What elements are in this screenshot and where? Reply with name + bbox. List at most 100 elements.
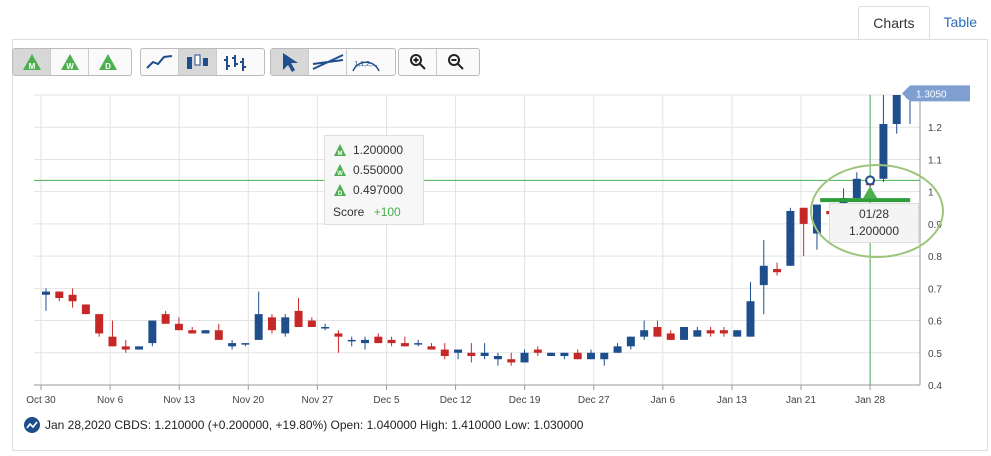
last-price-label: 1.3050 <box>916 89 947 100</box>
pointer-tool-button[interactable] <box>271 49 309 75</box>
daily-signal-button[interactable]: D <box>89 49 127 75</box>
candle-body <box>892 95 901 124</box>
tab-charts[interactable]: Charts <box>858 6 930 40</box>
zoom-in-button[interactable] <box>399 49 437 75</box>
line-chart-button[interactable] <box>141 49 179 75</box>
y-tick-label: 0.4 <box>928 381 942 392</box>
candle-body <box>640 330 649 337</box>
x-tick-label: Nov 20 <box>232 395 264 406</box>
svg-text:D: D <box>105 62 111 71</box>
monthly-signal-icon: M <box>22 54 41 71</box>
x-tick-label: Oct 30 <box>26 395 56 406</box>
candle-body <box>201 330 210 334</box>
candle-body <box>799 207 808 224</box>
candlestick-chart-icon <box>186 54 208 69</box>
candle-body <box>733 330 742 337</box>
tooltip-row-weekly: W 0.550000 <box>333 163 403 177</box>
candle-body <box>440 349 449 356</box>
candles <box>42 95 914 366</box>
y-tick-label: 1.2 <box>928 123 942 134</box>
x-tick-label: Jan 13 <box>717 395 747 406</box>
trendline-icon <box>312 54 343 70</box>
candle-body <box>81 304 90 315</box>
candle-body <box>267 317 276 331</box>
y-tick-label: 0.7 <box>928 284 942 295</box>
svg-text:M: M <box>28 62 35 71</box>
candle-body <box>121 346 130 350</box>
score-label: Score <box>333 205 365 219</box>
zoom-out-button[interactable] <box>437 49 475 75</box>
svg-text:M: M <box>338 151 343 157</box>
candle-body <box>626 336 635 347</box>
drawing-group: 1,1,2,... <box>270 48 396 76</box>
candlestick-chart-button[interactable] <box>179 49 217 75</box>
svg-text:W: W <box>337 171 343 177</box>
x-tick-label: Dec 5 <box>373 395 400 406</box>
last-price-tag: 1.3050 <box>902 85 970 102</box>
candle-body <box>759 265 768 286</box>
candle-body <box>188 330 197 334</box>
fibonacci-icon: 1,1,2,... <box>352 61 380 72</box>
candle-body <box>135 346 144 350</box>
candle-body <box>666 333 675 340</box>
weekly-signal-button[interactable]: W <box>51 49 89 75</box>
candle-body <box>560 352 569 356</box>
quote-summary: Jan 28,2020 CBDS: 1.210000 (+0.200000, +… <box>24 417 583 433</box>
svg-text:1,1,2,...: 1,1,2,... <box>354 61 377 68</box>
line-chart-icon <box>145 55 172 69</box>
candle-body <box>493 356 502 360</box>
candle-body <box>533 349 542 353</box>
candle-body <box>693 330 702 337</box>
candle-body <box>414 343 423 345</box>
candle-body <box>507 359 516 363</box>
candle-body <box>520 352 529 363</box>
tooltip-row-monthly: M 1.200000 <box>333 143 403 157</box>
y-tick-label: 0.5 <box>928 349 942 360</box>
candle-body <box>254 314 263 340</box>
x-tick-label: Nov 6 <box>97 395 124 406</box>
arrow-cursor-icon <box>282 53 298 72</box>
candle-body <box>214 330 223 340</box>
highlight-ellipse <box>810 164 944 258</box>
monthly-value: 1.200000 <box>353 143 404 157</box>
x-tick-label: Dec 27 <box>578 395 610 406</box>
trendline-tool-button[interactable] <box>309 49 347 75</box>
period-group: M W D <box>12 48 132 76</box>
ohlc-chart-icon <box>224 55 246 71</box>
y-tick-label: 0.8 <box>928 252 942 263</box>
weekly-signal-icon: W <box>334 164 346 177</box>
candle-body <box>281 317 290 334</box>
candle-body <box>307 320 316 327</box>
candle-body <box>55 291 64 298</box>
candle-body <box>573 352 582 360</box>
x-tick-label: Nov 27 <box>302 395 334 406</box>
x-tick-label: Jan 28 <box>855 395 885 406</box>
monthly-signal-button[interactable]: M <box>13 49 51 75</box>
score-value: +100 <box>373 205 401 219</box>
tooltip-row-daily: D 0.497000 <box>333 183 403 197</box>
candle-body <box>427 346 436 350</box>
x-tick-label: Dec 12 <box>440 395 472 406</box>
candle-body <box>746 301 755 337</box>
candle-body <box>95 314 104 334</box>
candle-body <box>600 352 609 360</box>
candle-body <box>161 314 170 324</box>
candle-body <box>321 327 330 329</box>
candle-body <box>547 352 556 356</box>
candle-body <box>480 352 489 356</box>
annotation-tool-button[interactable]: 1,1,2,... <box>347 49 385 75</box>
tab-table[interactable]: Table <box>943 14 977 30</box>
y-tick-label: 1.1 <box>928 155 942 166</box>
chart-type-group <box>140 48 265 76</box>
candle-body <box>387 339 396 344</box>
candle-body <box>773 269 782 273</box>
score-row: Score +100 <box>333 205 401 219</box>
candle-body <box>374 336 383 344</box>
candle-body <box>108 336 117 347</box>
candle-body <box>879 124 888 179</box>
quote-summary-text: Jan 28,2020 CBDS: 1.210000 (+0.200000, +… <box>45 418 584 432</box>
candle-body <box>613 346 622 353</box>
daily-value: 0.497000 <box>353 183 404 197</box>
ohlc-chart-button[interactable] <box>217 49 255 75</box>
